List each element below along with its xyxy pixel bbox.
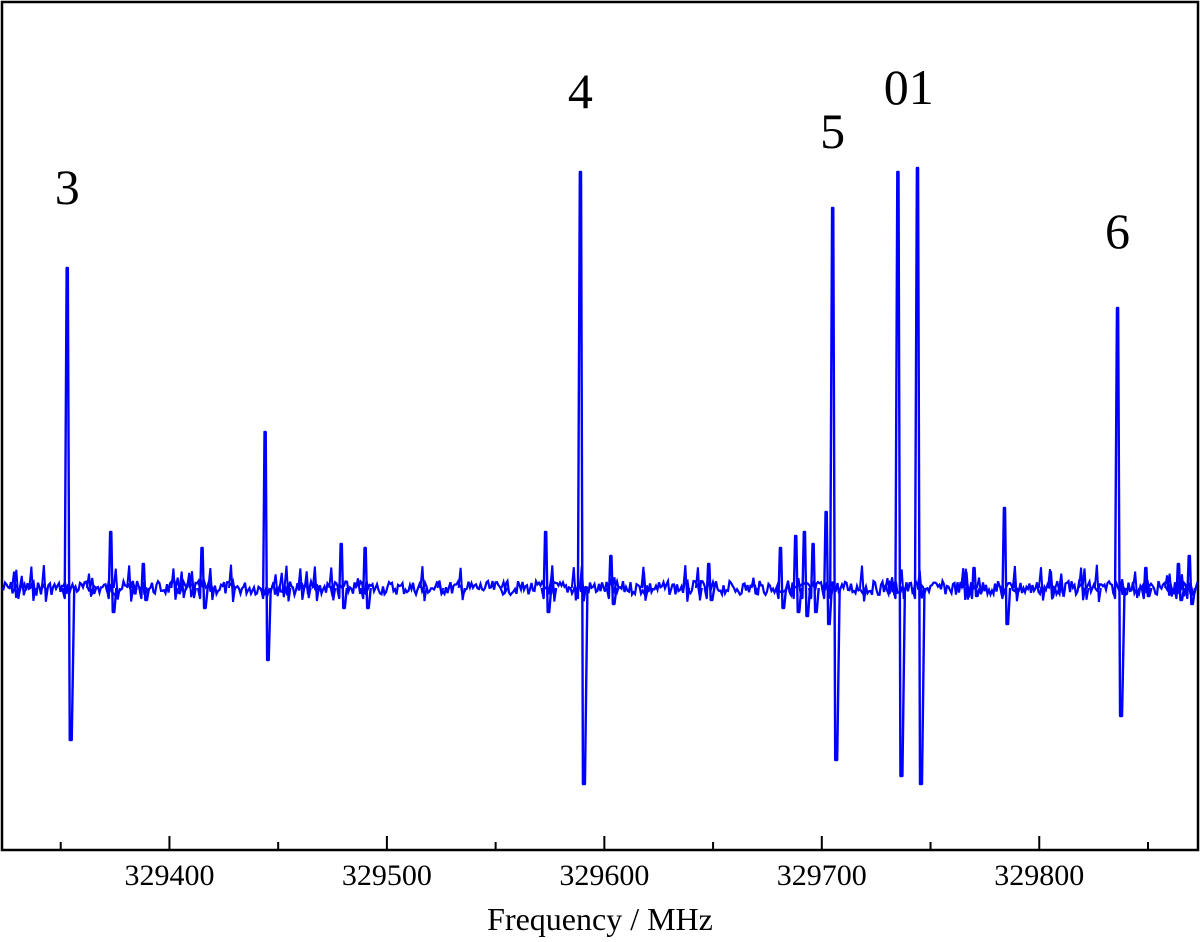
noise-feature [297, 568, 306, 600]
noise-feature [1047, 569, 1055, 600]
noise-feature [178, 571, 187, 599]
noise-feature [189, 571, 197, 599]
noise-feature [283, 565, 292, 602]
x-axis-title: Frequency / MHz [487, 901, 713, 937]
spectral-line [196, 546, 209, 610]
noise-feature [884, 577, 893, 595]
noise-feature [89, 577, 98, 595]
noise-feature [1011, 565, 1020, 602]
x-tick-label: 329500 [342, 859, 432, 892]
x-axis-ticks [59, 836, 1149, 850]
noise-feature [272, 574, 281, 597]
spectral-line [799, 530, 812, 618]
noise-feature [112, 568, 121, 600]
noise-feature [328, 567, 337, 601]
noise-feature [28, 566, 37, 601]
spectral-line [775, 546, 788, 610]
noise-feature [500, 577, 509, 595]
noise-feature [13, 569, 22, 600]
noise-feature [311, 566, 320, 602]
spectral-line [61, 266, 76, 742]
spectral-line [790, 534, 803, 614]
noise-feature [130, 580, 138, 596]
x-tick-label: 329800 [994, 859, 1084, 892]
noise-feature [1132, 571, 1141, 599]
spectral-line [1111, 306, 1126, 718]
noise-feature [457, 567, 466, 601]
spectral-line [359, 546, 372, 610]
noise-feature [1037, 567, 1046, 601]
spectral-line [999, 506, 1012, 626]
peak-label: 4 [568, 63, 593, 119]
spectral-line [703, 562, 716, 602]
noise-feature [1166, 573, 1175, 597]
spectral-line [1173, 562, 1186, 602]
noise-feature [694, 567, 703, 601]
noise-feature [86, 573, 94, 597]
spectral-line [968, 566, 981, 600]
peak-label: 5 [820, 103, 845, 159]
noise-feature [750, 577, 759, 595]
x-tick-label: 329700 [777, 859, 867, 892]
peak-annotations: 3 4 5 01 6 [55, 59, 1130, 259]
spectral-line [540, 530, 553, 614]
noise-feature [549, 565, 558, 602]
peak-label: 01 [884, 59, 934, 115]
spectral-line [105, 530, 118, 614]
noise-feature [611, 577, 620, 595]
noise-feature [641, 572, 650, 598]
spectral-line [1140, 566, 1153, 600]
spectral-line [826, 206, 841, 762]
noise-feature [40, 565, 49, 602]
spectral-line [138, 562, 151, 602]
noise-feature [1054, 580, 1063, 596]
spectral-line [336, 542, 349, 610]
noise-feature [682, 565, 691, 602]
noise-feature [170, 568, 179, 600]
noise-feature [963, 571, 972, 598]
noise-feature [436, 580, 445, 596]
noise-feature [1058, 573, 1067, 597]
noise-feature [419, 566, 428, 602]
spectral-line [911, 166, 926, 786]
noise-feature [859, 565, 867, 602]
noise-feature [278, 572, 287, 598]
noise-feature [227, 564, 236, 603]
spectral-line [807, 542, 820, 614]
noise-feature [18, 575, 27, 596]
plot-frame [0, 0, 1200, 852]
spectral-line [574, 170, 589, 786]
spectral-line [259, 430, 272, 662]
spectral-line [605, 554, 618, 606]
noise-feature [976, 577, 984, 595]
spectral-line [891, 170, 907, 778]
noise-feature [174, 577, 183, 595]
noise-feature [303, 571, 312, 599]
noise-feature [207, 568, 216, 601]
spectral-line [1184, 554, 1197, 606]
x-axis-tick-labels: 329400 329500 329600 329700 329800 [124, 859, 1084, 892]
noise-feature [1093, 564, 1102, 603]
x-tick-label: 329600 [559, 859, 649, 892]
noise-feature [1011, 581, 1019, 596]
x-tick-label: 329400 [124, 859, 214, 892]
peak-label: 6 [1105, 203, 1130, 259]
spectral-line [820, 510, 833, 626]
spectrum-series [1, 166, 1199, 786]
noise-feature [1081, 568, 1090, 600]
peak-label: 3 [55, 159, 80, 215]
